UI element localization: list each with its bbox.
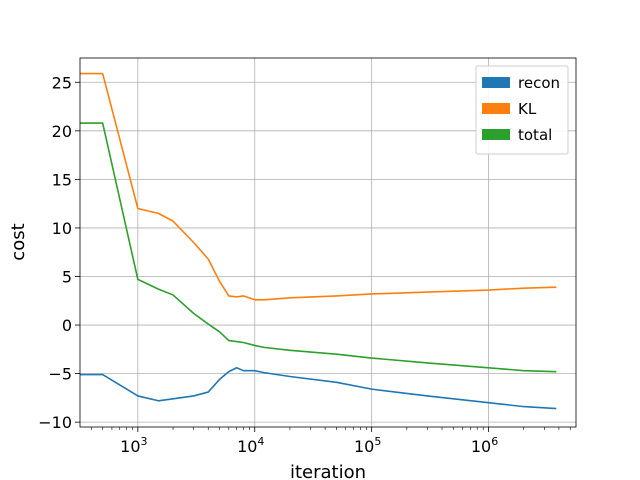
x-tick-exponent: 4 bbox=[257, 435, 264, 448]
y-tick-label: 0 bbox=[62, 316, 72, 335]
x-tick-exponent: 6 bbox=[491, 435, 498, 448]
legend-label: KL bbox=[518, 100, 537, 118]
x-tick-base: 10 bbox=[237, 437, 257, 456]
series-line-total bbox=[80, 122, 557, 373]
x-tick-label: 104 bbox=[237, 435, 264, 456]
legend-label: recon bbox=[518, 74, 560, 92]
y-tick-label: 10 bbox=[52, 219, 72, 238]
plot-frame bbox=[79, 57, 577, 428]
legend: recon KL total bbox=[475, 65, 569, 155]
x-tick-label: 103 bbox=[120, 435, 147, 456]
y-tick-label: −10 bbox=[38, 413, 72, 432]
legend-swatch bbox=[482, 129, 510, 140]
x-tick-base: 10 bbox=[120, 437, 140, 456]
y-tick-label: −5 bbox=[48, 365, 72, 384]
y-tick-label: 20 bbox=[52, 122, 72, 141]
x-tick-label: 106 bbox=[471, 435, 498, 456]
series-line-recon bbox=[80, 366, 557, 410]
x-tick-label: 105 bbox=[354, 435, 381, 456]
x-tick-exponent: 5 bbox=[374, 435, 381, 448]
legend-label: total bbox=[518, 126, 552, 144]
series-line-KL bbox=[80, 72, 557, 301]
x-tick-base: 10 bbox=[471, 437, 491, 456]
y-axis-title: cost bbox=[8, 223, 29, 260]
y-tick-label: 25 bbox=[52, 73, 72, 92]
legend-swatch bbox=[482, 77, 510, 88]
y-tick-label: 15 bbox=[52, 170, 72, 189]
x-tick-base: 10 bbox=[354, 437, 374, 456]
y-tick-label: 5 bbox=[62, 267, 72, 286]
legend-swatch bbox=[482, 103, 510, 114]
series-layer bbox=[80, 72, 557, 410]
x-tick-exponent: 3 bbox=[141, 435, 148, 448]
x-axis-title: iteration bbox=[290, 462, 366, 480]
